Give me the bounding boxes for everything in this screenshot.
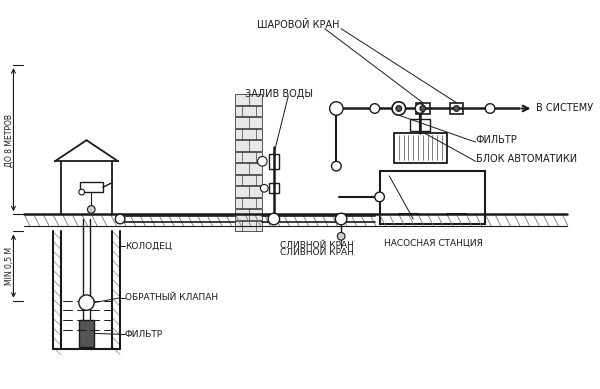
Bar [235,140,262,151]
Bar [235,152,262,162]
Circle shape [420,105,426,111]
Text: ДО 8 МЕТРОВ: ДО 8 МЕТРОВ [5,114,14,167]
Circle shape [454,105,460,111]
Text: В СИСТЕМУ: В СИСТЕМУ [536,103,593,114]
Bar [450,103,463,114]
Circle shape [370,104,380,113]
Circle shape [79,295,94,310]
Text: MIN 0,5 М: MIN 0,5 М [5,247,14,285]
Circle shape [332,161,341,171]
Circle shape [392,102,406,115]
Circle shape [115,214,125,224]
Bar [79,320,94,347]
Circle shape [329,102,343,115]
Bar [235,94,262,105]
Text: БЛОК АВТОМАТИКИ: БЛОК АВТОМАТИКИ [476,154,577,165]
Text: ФИЛЬТР: ФИЛЬТР [125,330,163,339]
Bar [235,105,262,116]
Bar [235,198,262,209]
Circle shape [337,233,345,240]
Bar [235,163,262,174]
Bar [235,117,262,128]
Circle shape [88,205,95,213]
Circle shape [375,192,385,202]
Text: ОБРАТНЫЙ КЛАПАН: ОБРАТНЫЙ КЛАПАН [125,293,218,302]
Circle shape [268,213,280,225]
Bar [269,184,278,193]
Circle shape [415,104,425,113]
Bar [235,175,262,186]
Text: ЗАЛИВ ВОДЫ: ЗАЛИВ ВОДЫ [245,89,313,99]
Bar [394,133,447,163]
Text: СЛИВНОЙ КРАН: СЛИВНОЙ КРАН [280,242,354,251]
Text: ШАРОВОЙ КРАН: ШАРОВОЙ КРАН [257,20,339,30]
Text: КОЛОДЕЦ: КОЛОДЕЦ [125,242,172,251]
Circle shape [79,189,85,195]
Bar [416,103,430,114]
Bar [269,154,278,169]
Text: СЛИВНОЙ КРАН: СЛИВНОЙ КРАН [280,248,354,257]
Bar [380,171,485,224]
Bar [235,209,262,220]
Text: ФИЛЬТР: ФИЛЬТР [476,135,517,145]
Bar [235,186,262,197]
Circle shape [396,105,401,111]
Bar [80,182,103,192]
Circle shape [260,184,268,192]
Bar [235,221,262,231]
Circle shape [257,156,267,166]
Bar [235,129,262,139]
Bar [410,119,430,131]
Text: НАСОСНАЯ СТАНЦИЯ: НАСОСНАЯ СТАНЦИЯ [385,238,483,247]
Circle shape [485,104,495,113]
Circle shape [335,213,347,225]
